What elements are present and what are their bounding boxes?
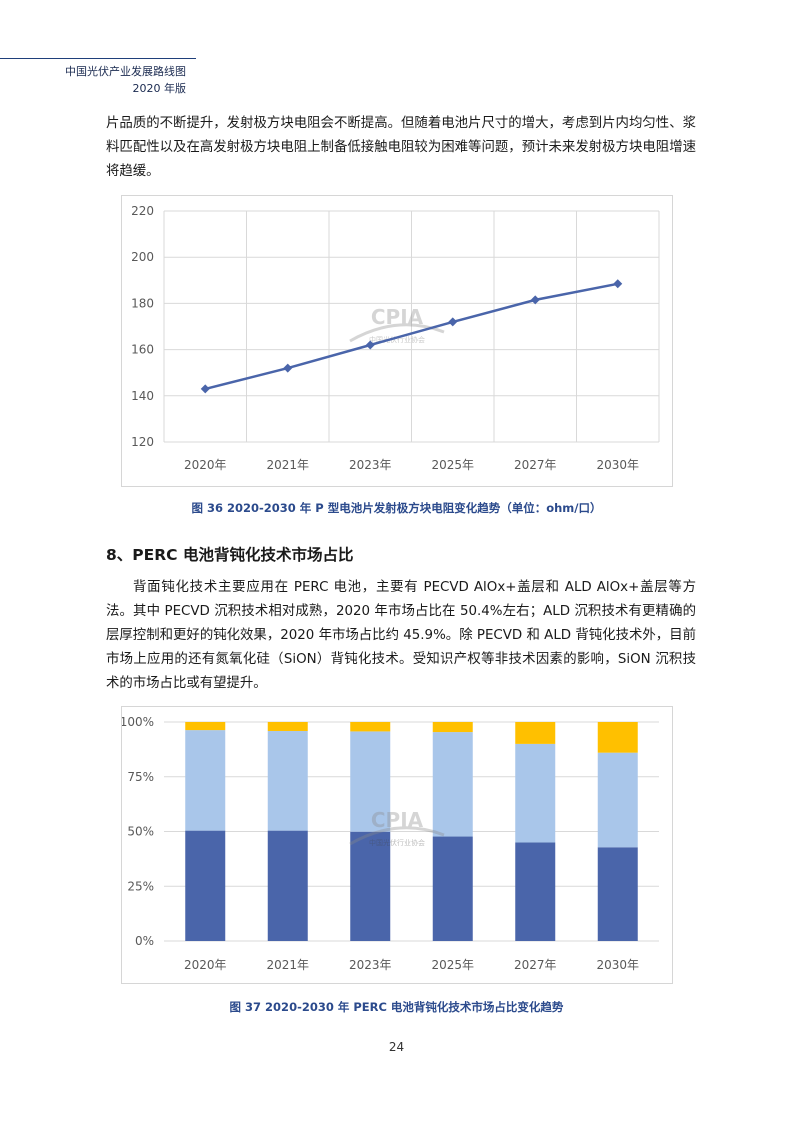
bar-chart-svg: 0% 25% 50% 75% 100% 2020年 2021年 2023年 2025年 2027… xyxy=(122,715,659,972)
y-tick-label: 200 xyxy=(131,250,154,264)
watermark-subtext: 中国光伏行业协会 xyxy=(369,335,425,344)
bar-segment-sion xyxy=(267,722,308,731)
bar-segment-ald xyxy=(350,731,391,832)
figure37-chart: 0% 25% 50% 75% 100% 2020年 2021年 2023年 2025年 2027… xyxy=(121,706,673,984)
x-tick-label: 2027年 xyxy=(514,458,557,472)
x-tick-label: 2025年 xyxy=(431,958,474,972)
header-subtitle: 2020 年版 xyxy=(132,82,187,95)
x-tick-label: 2027年 xyxy=(514,958,557,972)
data-point-marker xyxy=(613,279,623,289)
data-point-marker xyxy=(530,295,540,305)
y-tick-label: 100% xyxy=(122,715,154,729)
bar-segment-ald xyxy=(432,732,473,837)
line-series xyxy=(204,282,619,391)
figure36-chart: 120 140 160 180 200 220 2020年 2021年 2023年 2025年 2… xyxy=(121,195,673,487)
y-tick-label: 140 xyxy=(131,389,154,403)
bar-segment-pecvd xyxy=(350,831,391,941)
bar-segment-sion xyxy=(185,722,226,731)
x-tick-label: 2025年 xyxy=(431,458,474,472)
bar-segment-sion xyxy=(350,722,391,732)
watermark-subtext: 中国光伏行业协会 xyxy=(369,838,425,847)
line-chart-svg: 120 140 160 180 200 220 2020年 2021年 2023年 2025年 2… xyxy=(131,204,660,472)
bar-segment-pecvd xyxy=(185,830,226,941)
bar-segment-sion xyxy=(432,722,473,733)
y-tick-label: 160 xyxy=(131,343,154,357)
watermark: CPIA 中国光伏行业协会 xyxy=(349,305,445,344)
section8-text: 背面钝化技术主要应用在 PERC 电池，主要有 PECVD AlOx+盖层和 A… xyxy=(106,580,696,691)
y-tick-label: 180 xyxy=(131,296,154,310)
x-tick-label: 2020年 xyxy=(184,458,227,472)
bar-segment-ald xyxy=(597,752,638,848)
page-number: 24 xyxy=(388,1040,405,1054)
x-tick-label: 2030年 xyxy=(596,958,639,972)
bar-segment-pecvd xyxy=(515,842,556,941)
section8-title: 8、PERC 电池背钝化技术市场占比 xyxy=(106,546,354,564)
bar-segment-sion xyxy=(515,722,556,744)
header-rule xyxy=(0,58,196,59)
y-tick-label: 50% xyxy=(127,825,154,839)
figure36-caption: 图 36 2020-2030 年 P 型电池片发射极方块电阻变化趋势（单位：oh… xyxy=(191,501,602,515)
bar-segment-ald xyxy=(185,730,226,831)
bar-segment-sion xyxy=(597,722,638,753)
bar-segment-ald xyxy=(515,743,556,843)
y-tick-label: 75% xyxy=(127,770,154,784)
intro-text: 片品质的不断提升，发射极方块电阻会不断提高。但随着电池片尺寸的增大，考虑到片内均… xyxy=(106,116,696,179)
y-tick-label: 0% xyxy=(135,934,154,948)
x-tick-label: 2021年 xyxy=(266,458,309,472)
y-tick-label: 25% xyxy=(127,879,154,893)
data-point-marker xyxy=(448,317,458,327)
watermark-swoosh xyxy=(349,323,445,343)
bar-segment-ald xyxy=(267,730,308,831)
x-tick-label: 2023年 xyxy=(349,958,392,972)
y-tick-label: 220 xyxy=(131,204,154,218)
bar-segment-pecvd xyxy=(597,847,638,941)
watermark-text: CPIA xyxy=(371,808,424,832)
intro-paragraph: 片品质的不断提升，发射极方块电阻会不断提高。但随着电池片尺寸的增大，考虑到片内均… xyxy=(106,112,696,184)
bar-segment-pecvd xyxy=(432,836,473,941)
data-point-marker xyxy=(365,340,375,350)
watermark: CPIA 中国光伏行业协会 xyxy=(349,808,445,847)
figure37-caption: 图 37 2020-2030 年 PERC 电池背钝化技术市场占比变化趋势 xyxy=(229,1000,564,1014)
header-title: 中国光伏产业发展路线图 xyxy=(65,65,186,78)
x-tick-label: 2020年 xyxy=(184,958,227,972)
y-tick-label: 120 xyxy=(131,435,154,449)
bar-segment-pecvd xyxy=(267,830,308,941)
x-tick-label: 2021年 xyxy=(266,958,309,972)
x-tick-label: 2023年 xyxy=(349,458,392,472)
watermark-text: CPIA xyxy=(371,305,424,329)
data-point-marker xyxy=(200,384,210,394)
watermark-swoosh xyxy=(349,826,445,846)
section8-paragraph: 背面钝化技术主要应用在 PERC 电池，主要有 PECVD AlOx+盖层和 A… xyxy=(106,576,696,696)
x-tick-label: 2030年 xyxy=(596,458,639,472)
data-point-marker xyxy=(283,363,293,373)
